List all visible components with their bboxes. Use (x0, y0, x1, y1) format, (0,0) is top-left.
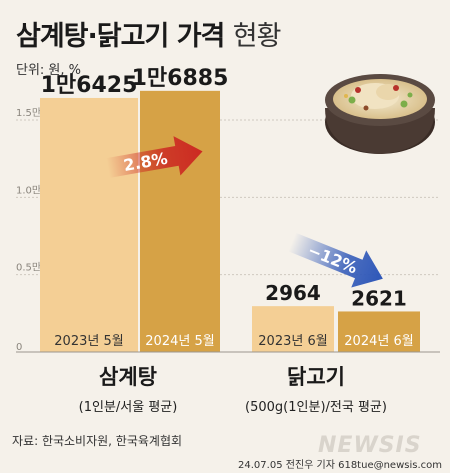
newsis-watermark: NEWSIS (318, 433, 422, 458)
data-label: 2964 (265, 281, 321, 305)
period-label: 2024년 5월 (145, 334, 214, 349)
source-text: 자료: 한국소비자원, 한국육계협회 (12, 434, 183, 448)
bar (140, 90, 220, 352)
title-light: 현황 (232, 21, 282, 52)
category-label: 닭고기 (287, 365, 345, 389)
data-label: 1만6885 (132, 66, 229, 91)
samgyetang-bowl-icon (325, 74, 435, 154)
up-arrow-icon (106, 136, 203, 178)
page-title: 삼계탕·닭고기 가격 현황 (16, 14, 282, 53)
category-label: 삼계탕 (99, 365, 157, 389)
category-sub-label: (1인분/서울 평균) (79, 400, 178, 415)
bar (40, 97, 138, 353)
bar (338, 311, 420, 352)
title-bold: 삼계탕·닭고기 가격 (16, 21, 225, 52)
y-tick-label: 0.5만 (16, 262, 41, 274)
y-tick-label: 1.5만 (16, 107, 41, 119)
down-arrow-icon (288, 232, 383, 288)
period-label: 2023년 6월 (258, 334, 327, 349)
credit-text: 24.07.05 전진우 기자 618tue@newsis.com (238, 460, 442, 471)
period-label: 2023년 5월 (54, 334, 123, 349)
change-label: −12% (305, 240, 360, 277)
category-sub-label: (500g(1인분)/전국 평균) (245, 400, 387, 415)
y-tick-label: 1.0만 (16, 184, 41, 196)
y-tick-label: 0 (16, 342, 22, 353)
bar (252, 306, 334, 352)
unit-label: 단위: 원, % (16, 63, 82, 78)
data-label: 2621 (351, 286, 407, 310)
period-label: 2024년 6월 (344, 334, 413, 349)
data-label: 1만6425 (41, 73, 138, 98)
